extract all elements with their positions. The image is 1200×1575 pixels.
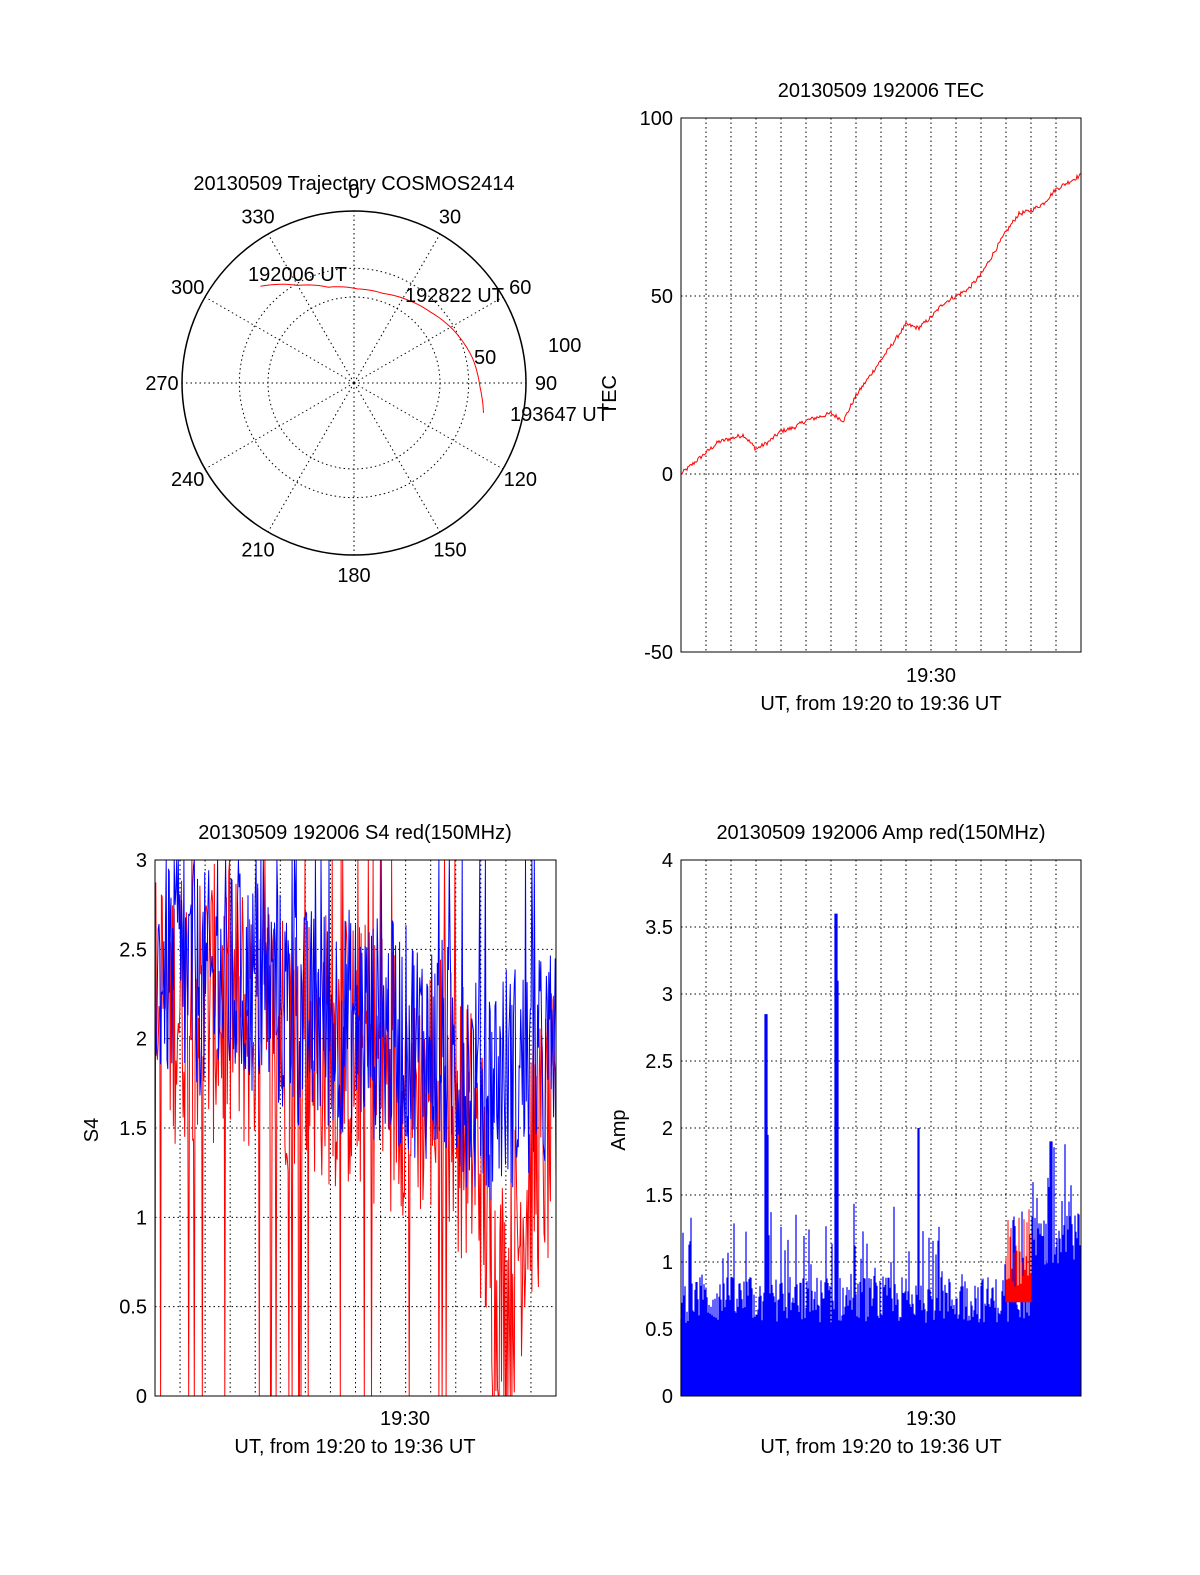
s4-x-tick-label: 19:30 [380, 1408, 430, 1430]
amp-y-tick-0.5: 0.5 [645, 1319, 673, 1341]
polar-radial-labels: 50 100 [474, 335, 581, 369]
amp-y-tick-4: 4 [662, 850, 673, 872]
tec-y-tick-50: 50 [651, 286, 673, 308]
amp-title: 20130509 192006 Amp red(150MHz) [716, 822, 1045, 844]
azimuth-label-120: 120 [504, 469, 537, 491]
amp-y-tick-3: 3 [662, 984, 673, 1006]
amp-bars [680, 913, 1081, 1396]
track-start-label: 192006 UT [248, 264, 347, 286]
s4-y-tick-2: 2 [136, 1029, 147, 1051]
polar-spoke-30 [353, 233, 441, 384]
s4-y-tick-1.5: 1.5 [119, 1118, 147, 1140]
azimuth-label-270: 270 [145, 373, 178, 395]
azimuth-label-30: 30 [439, 207, 461, 229]
azimuth-label-300: 300 [171, 277, 204, 299]
azimuth-label-330: 330 [241, 207, 274, 229]
amp-y-tick-0: 0 [662, 1386, 673, 1408]
polar-spoke-150 [353, 382, 441, 533]
polar-grid [181, 210, 527, 556]
polar-spoke-60 [353, 296, 504, 384]
s4-y-tick-2.5: 2.5 [119, 939, 147, 961]
trajectory-title: 20130509 Trajectory COSMOS2414 [193, 173, 514, 195]
polar-azimuth-labels: 0 30 60 90 120 150 180 210 240 270 300 330 [145, 181, 557, 587]
tec-plot: 20130509 192006 TEC -50 0 50 100 19:30 UT, … [599, 80, 1082, 715]
radial-label-100: 100 [548, 335, 581, 357]
trajectory-plot: 20130509 Trajectory COSMOS2414 0 30 60 90 12… [145, 173, 609, 587]
polar-spoke-120 [353, 382, 504, 470]
amp-y-tick-labels: 0 0.5 1 1.5 2 2.5 3 3.5 4 [645, 850, 673, 1408]
amp-blue-bars [680, 913, 1081, 1396]
azimuth-label-240: 240 [171, 469, 204, 491]
amp-frame [680, 859, 1082, 1397]
amp-y-tick-1.5: 1.5 [645, 1185, 673, 1207]
amp-y-tick-2: 2 [662, 1118, 673, 1140]
azimuth-label-180: 180 [337, 565, 370, 587]
azimuth-label-210: 210 [241, 539, 274, 561]
amp-red-bars [1005, 1209, 1032, 1303]
s4-y-tick-1: 1 [136, 1207, 147, 1229]
s4-y-tick-labels: 0 0.5 1 1.5 2 2.5 3 [119, 850, 147, 1408]
amp-y-tick-2.5: 2.5 [645, 1051, 673, 1073]
tec-x-tick-label: 19:30 [906, 665, 956, 687]
amp-y-tick-1: 1 [662, 1252, 673, 1274]
tec-frame [680, 117, 1082, 653]
trajectory-track [260, 283, 484, 413]
tec-grid [681, 117, 1081, 653]
s4-y-tick-0.5: 0.5 [119, 1297, 147, 1319]
amp-y-tick-3.5: 3.5 [645, 917, 673, 939]
track-mid-label: 192822 UT [405, 285, 504, 307]
tec-y-tick-100: 100 [640, 108, 673, 130]
polar-spoke-210 [267, 382, 355, 533]
s4-y-tick-3: 3 [136, 850, 147, 872]
s4-blue-series [154, 859, 557, 1201]
azimuth-label-60: 60 [509, 277, 531, 299]
s4-y-tick-0: 0 [136, 1386, 147, 1408]
tec-series-line [680, 173, 1081, 475]
amp-y-label: Amp [608, 1109, 630, 1150]
azimuth-label-150: 150 [433, 539, 466, 561]
tec-y-tick-labels: -50 0 50 100 [640, 108, 673, 664]
s4-y-label: S4 [81, 1118, 103, 1142]
polar-spoke-330 [267, 233, 355, 384]
s4-x-label: UT, from 19:20 to 19:36 UT [234, 1436, 475, 1458]
tec-title: 20130509 192006 TEC [778, 80, 984, 102]
amp-x-tick-label: 19:30 [906, 1408, 956, 1430]
azimuth-label-90: 90 [535, 373, 557, 395]
track-end-label: 193647 UT [510, 404, 609, 426]
s4-title: 20130509 192006 S4 red(150MHz) [198, 822, 512, 844]
tec-y-label: TEC [599, 375, 621, 415]
amp-x-label: UT, from 19:20 to 19:36 UT [760, 1436, 1001, 1458]
amp-plot: 20130509 192006 Amp red(150MHz) 0 0.5 1 1.5… [608, 822, 1082, 1458]
radial-label-50: 50 [474, 347, 496, 369]
tec-x-label: UT, from 19:20 to 19:36 UT [760, 693, 1001, 715]
s4-frame [154, 859, 557, 1397]
polar-spoke-300 [204, 296, 355, 384]
tec-y-tick--50: -50 [644, 642, 673, 664]
s4-plot: 20130509 192006 S4 red(150MHz) 0 0.5 1 1.5 2… [81, 822, 557, 1458]
polar-spoke-240 [204, 382, 355, 470]
azimuth-label-0: 0 [348, 181, 359, 203]
tec-y-tick-0: 0 [662, 464, 673, 486]
